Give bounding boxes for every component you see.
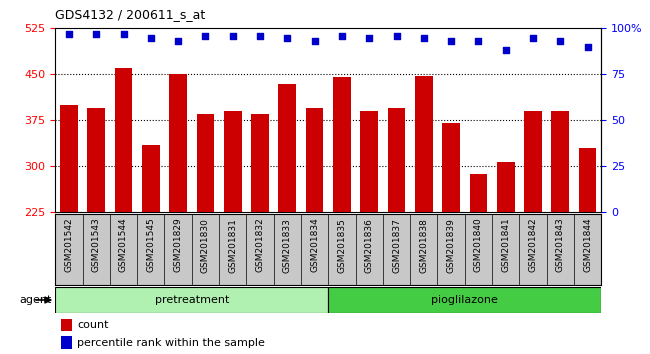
Text: GSM201835: GSM201835	[337, 218, 346, 273]
Bar	[415, 76, 433, 212]
Point	[582, 44, 593, 50]
Bar	[60, 105, 78, 212]
Text: GDS4132 / 200611_s_at: GDS4132 / 200611_s_at	[55, 8, 205, 21]
Point	[118, 31, 129, 37]
Point	[446, 38, 456, 44]
Bar	[196, 114, 214, 212]
Bar	[524, 111, 542, 212]
Point	[146, 35, 156, 40]
Text: GSM201833: GSM201833	[283, 218, 292, 273]
Point	[173, 38, 183, 44]
Bar	[442, 124, 460, 212]
Point	[200, 33, 211, 39]
Text: GSM201543: GSM201543	[92, 218, 101, 273]
Point	[528, 35, 538, 40]
Point	[419, 35, 429, 40]
Bar	[328, 287, 601, 313]
Bar	[169, 74, 187, 212]
Bar	[60, 319, 72, 331]
Point	[255, 33, 265, 39]
Bar	[60, 336, 72, 349]
Point	[337, 33, 347, 39]
Text: GSM201843: GSM201843	[556, 218, 565, 273]
Bar	[306, 108, 324, 212]
Text: GSM201830: GSM201830	[201, 218, 210, 273]
Point	[64, 31, 74, 37]
Point	[282, 35, 293, 40]
Text: GSM201844: GSM201844	[583, 218, 592, 272]
Text: GSM201841: GSM201841	[501, 218, 510, 273]
Bar	[360, 111, 378, 212]
Point	[227, 33, 238, 39]
Text: GSM201836: GSM201836	[365, 218, 374, 273]
Text: GSM201837: GSM201837	[392, 218, 401, 273]
Text: pioglilazone: pioglilazone	[432, 295, 498, 305]
Bar	[497, 162, 515, 212]
Text: GSM201842: GSM201842	[528, 218, 538, 272]
Point	[555, 38, 566, 44]
Text: GSM201838: GSM201838	[419, 218, 428, 273]
Point	[473, 38, 484, 44]
Point	[309, 38, 320, 44]
Bar	[142, 145, 160, 212]
Text: count: count	[77, 320, 109, 330]
Bar	[387, 108, 406, 212]
Point	[391, 33, 402, 39]
Bar	[333, 78, 351, 212]
Text: GSM201542: GSM201542	[64, 218, 73, 272]
Text: GSM201829: GSM201829	[174, 218, 183, 273]
Text: agent: agent	[20, 295, 52, 305]
Text: GSM201834: GSM201834	[310, 218, 319, 273]
Bar	[578, 148, 597, 212]
Bar	[224, 111, 242, 212]
Text: percentile rank within the sample: percentile rank within the sample	[77, 338, 265, 348]
Bar	[87, 108, 105, 212]
Text: pretreatment: pretreatment	[155, 295, 229, 305]
Point	[364, 35, 374, 40]
Bar	[55, 287, 328, 313]
Text: GSM201832: GSM201832	[255, 218, 265, 273]
Bar	[278, 84, 296, 212]
Bar	[251, 114, 269, 212]
Bar	[114, 68, 133, 212]
Point	[91, 31, 101, 37]
Text: GSM201840: GSM201840	[474, 218, 483, 273]
Text: GSM201544: GSM201544	[119, 218, 128, 272]
Text: GSM201839: GSM201839	[447, 218, 456, 273]
Text: GSM201545: GSM201545	[146, 218, 155, 273]
Point	[500, 47, 511, 53]
Bar	[551, 111, 569, 212]
Bar	[469, 174, 488, 212]
Text: GSM201831: GSM201831	[228, 218, 237, 273]
